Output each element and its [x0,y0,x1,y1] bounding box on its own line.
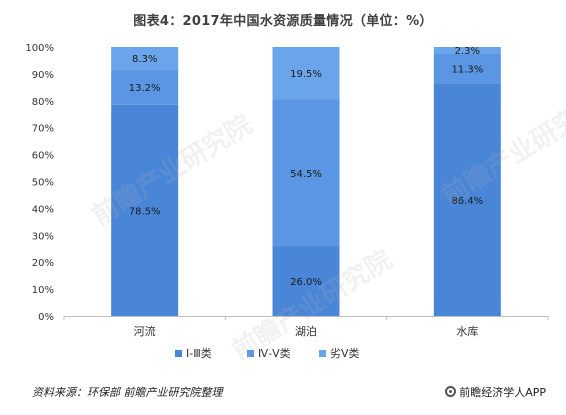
y-tick-label: 70% [32,124,54,135]
bar-segment [433,47,501,54]
bar-segment [272,246,340,316]
bar-segment [111,104,179,317]
data-label: 8.3% [132,54,157,65]
data-label: 19.5% [290,69,322,80]
bar-segment [272,99,340,247]
x-tick-label: 水库 [456,325,478,338]
legend-swatch [247,350,254,357]
y-tick-label: 80% [32,97,54,108]
data-label: 78.5% [129,206,161,217]
y-tick-label: 50% [32,178,54,189]
data-label: 13.2% [129,83,161,94]
bar-segment [111,47,179,70]
bar-segment [433,83,501,316]
bar-segment [433,53,501,84]
y-tick-label: 10% [32,285,54,296]
legend: Ⅰ-Ⅲ类 Ⅳ-Ⅴ类 劣Ⅴ类 [175,346,360,360]
x-tick-label: 湖泊 [295,325,317,338]
data-label: 2.3% [455,46,480,57]
bars-group: 78.5% 13.2% 8.3% 26.0% 54.5% 19.5% 86.4% 11.3% 2… [111,46,501,317]
legend-swatch [175,350,182,357]
data-label: 86.4% [451,196,483,207]
y-axis: 0% 10% 20% 30% 40% 50% 60% 70% 80% 90% 100% [25,43,54,323]
y-tick-label: 60% [32,151,54,162]
legend-label: 劣Ⅴ类 [330,346,360,360]
data-label: 11.3% [451,64,483,75]
data-label: 54.5% [290,169,322,180]
brand-name: 前瞻经济学人APP [459,386,546,399]
y-tick-label: 30% [32,231,54,242]
y-tick-label: 90% [32,70,54,81]
y-tick-label: 100% [25,43,54,54]
bar-segment [111,69,179,105]
brand-logo-icon [445,386,457,397]
y-tick-label: 40% [32,204,54,215]
x-tick-label: 河流 [134,324,156,338]
legend-label: Ⅰ-Ⅲ类 [186,346,212,360]
source-note: 资料来源：环保部 前瞻产业研究院整理 [32,386,223,399]
legend-label: Ⅳ-Ⅴ类 [258,346,291,360]
y-tick-label: 20% [32,258,54,269]
x-axis: 河流 湖泊 水库 [63,316,549,338]
brand-credit: 前瞻经济学人APP [445,384,546,400]
y-tick-label: 0% [38,312,54,323]
legend-swatch [319,350,326,357]
chart-title: 图表4：2017年中国水资源质量情况（单位：%） [133,14,433,29]
bar-segment [272,47,340,100]
data-label: 26.0% [290,277,322,288]
